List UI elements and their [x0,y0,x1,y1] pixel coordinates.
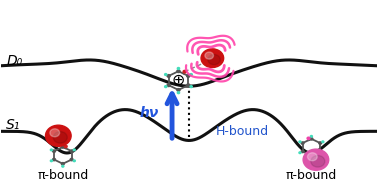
Circle shape [73,160,75,162]
Circle shape [301,150,304,153]
Circle shape [70,158,73,161]
Circle shape [190,74,192,75]
Circle shape [301,142,304,144]
Circle shape [310,155,313,157]
Circle shape [307,137,310,139]
Circle shape [205,52,214,59]
Text: hν: hν [140,106,159,120]
Circle shape [177,89,180,91]
Circle shape [310,138,313,140]
Text: π-bound: π-bound [37,169,88,182]
Circle shape [183,70,186,73]
Circle shape [61,146,64,148]
Text: D₀: D₀ [6,54,23,68]
Circle shape [73,149,75,151]
Circle shape [322,152,324,154]
Text: S₁: S₁ [6,118,21,132]
Circle shape [177,67,180,69]
Circle shape [319,150,322,153]
Circle shape [319,142,322,144]
Circle shape [45,125,71,146]
Text: H-bound: H-bound [215,125,268,138]
Circle shape [164,74,167,75]
Circle shape [303,149,329,170]
Circle shape [50,129,60,137]
Circle shape [201,49,224,67]
Circle shape [187,75,190,77]
Circle shape [187,84,190,86]
Circle shape [62,144,64,145]
Circle shape [322,141,324,143]
Circle shape [310,157,312,159]
Circle shape [310,136,312,137]
Circle shape [311,155,325,167]
Circle shape [307,153,317,161]
Circle shape [53,132,67,143]
Circle shape [299,141,301,143]
Circle shape [164,86,167,88]
Circle shape [64,145,67,148]
Circle shape [208,55,220,65]
Text: π-bound: π-bound [286,169,337,182]
Circle shape [177,92,180,94]
Circle shape [53,158,56,161]
Circle shape [50,160,53,162]
Circle shape [190,86,192,88]
Circle shape [53,150,56,152]
Circle shape [167,75,170,77]
Circle shape [167,84,170,86]
Circle shape [177,70,180,73]
Circle shape [70,150,73,152]
Circle shape [299,152,301,154]
Text: ⊕: ⊕ [172,73,185,88]
Circle shape [61,163,64,165]
Circle shape [62,165,64,167]
Circle shape [50,149,53,151]
